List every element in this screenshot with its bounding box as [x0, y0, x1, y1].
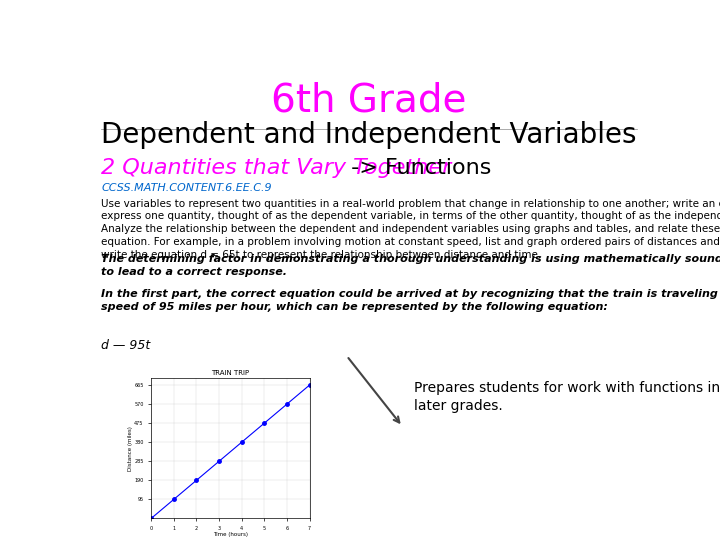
- Text: The determining factor in demonstrating a thorough understanding is using mathem: The determining factor in demonstrating …: [101, 254, 720, 277]
- Y-axis label: Distance (miles): Distance (miles): [127, 426, 132, 471]
- Title: TRAIN TRIP: TRAIN TRIP: [212, 370, 249, 376]
- Text: Dependent and Independent Variables: Dependent and Independent Variables: [101, 121, 636, 149]
- Text: d — 95t: d — 95t: [101, 339, 150, 352]
- Text: 6th Grade: 6th Grade: [271, 82, 467, 119]
- Text: -> Functions: -> Functions: [344, 158, 491, 178]
- Text: Use variables to represent two quantities in a real-world problem that change in: Use variables to represent two quantitie…: [101, 199, 720, 260]
- Text: In the first part, the correct equation could be arrived at by recognizing that : In the first part, the correct equation …: [101, 289, 720, 312]
- X-axis label: Time (hours): Time (hours): [213, 532, 248, 537]
- Text: 2 Quantities that Vary Together: 2 Quantities that Vary Together: [101, 158, 451, 178]
- Text: Prepares students for work with functions in
later grades.: Prepares students for work with function…: [413, 381, 720, 413]
- Text: CCSS.MATH.CONTENT.6.EE.C.9: CCSS.MATH.CONTENT.6.EE.C.9: [101, 183, 271, 193]
